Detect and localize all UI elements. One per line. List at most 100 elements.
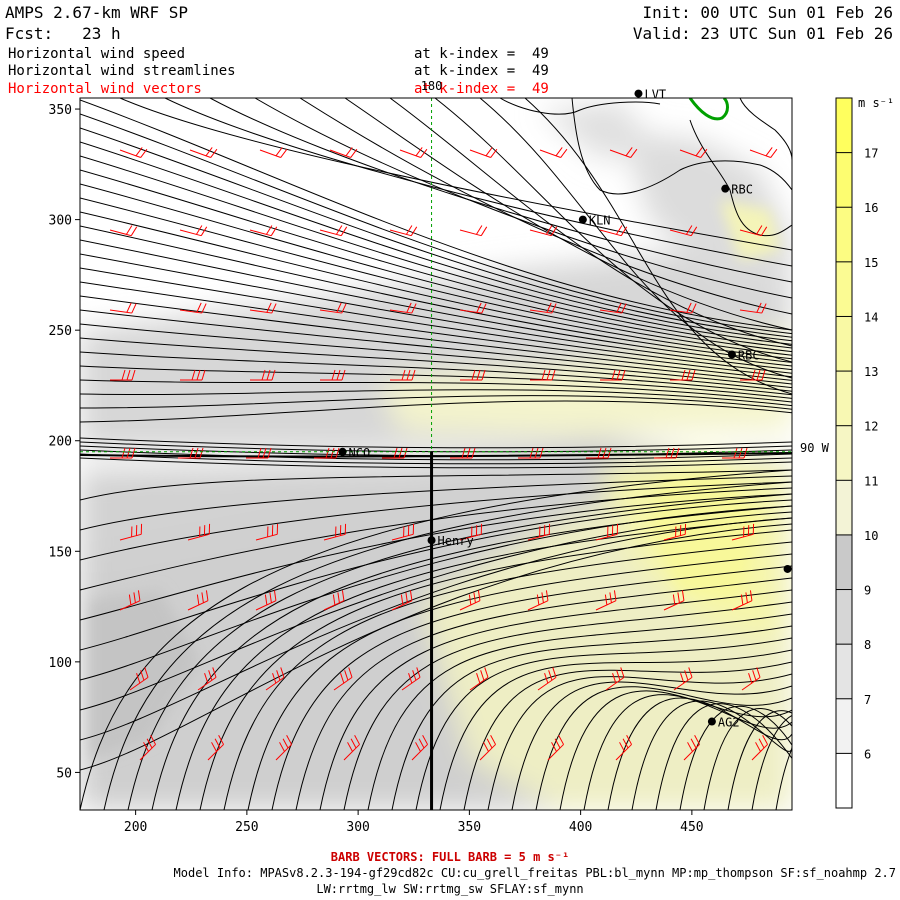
wind-barb [459,590,481,611]
wind-barb [530,369,556,381]
streamline [80,400,792,423]
wind-barb [459,302,487,314]
x-tick-label: 450 [680,820,703,835]
streamline [80,253,792,371]
wind-barb [343,735,360,761]
streamline [80,127,792,338]
colorbar-level-label: 10 [864,529,878,543]
station-marker [727,350,736,359]
streamline [299,98,792,315]
wind-barb [119,590,141,611]
colorbar-block [836,316,852,372]
wind-barb [265,667,285,691]
streamline [389,98,792,347]
wind-barb [663,590,685,611]
green-contour [688,98,729,121]
wind-barb [595,523,619,541]
streamline [254,98,792,299]
colorbar-unit: m s⁻¹ [858,96,894,110]
streamline [80,523,792,771]
colorbar: m s⁻¹ 6 7 8 9 10 11 12 13 14 15 16 17 [835,96,894,809]
station-label: AG2 [718,716,740,730]
wind-barb [547,735,564,761]
plot-frame [79,97,793,811]
streamline [80,225,792,363]
x-tick-label: 300 [346,820,369,835]
x-tick-label: 200 [124,820,147,835]
coastline-northeast [571,98,792,195]
wind-barb [401,667,421,691]
streamline [319,589,792,810]
wind-barb [459,523,483,541]
wind-barb [389,225,418,237]
station-marker [578,215,587,224]
field-name-wind-speed: Horizontal wind speed [8,46,185,62]
streamline [439,649,792,810]
streamline [344,98,792,331]
streamline [80,351,792,396]
station-label: RBC [731,183,753,197]
streamline [80,295,792,381]
streamline [80,323,792,389]
streamline [391,625,792,810]
streamline [80,517,792,741]
colorbar-block [836,644,852,699]
streamline [80,197,792,356]
wind-barb [731,590,753,611]
colorbar-level-label: 12 [864,420,878,434]
x-tick-label: 250 [235,820,258,835]
colorbar-level-label: 15 [864,256,878,270]
wind-barb [411,735,428,761]
streamline [80,449,792,461]
init-time: Init: 00 UTC Sun 01 Feb 26 [643,3,893,22]
wind-barb [382,447,408,459]
wind-barb [399,147,428,158]
wind-barb [539,147,568,158]
station-marker [338,447,347,456]
station-label: KLN [589,214,611,228]
wind-barb [615,735,632,761]
model-info-line-2: LW:rrtmg_lw SW:rrtmg_sw SFLAY:sf_mynn [316,882,583,896]
wind-barb [110,369,136,381]
streamline [559,690,792,810]
y-tick-label: 250 [49,324,72,339]
wind-barb [669,302,697,314]
wind-barb [741,667,761,691]
streamline [367,613,792,810]
wind-barb [119,523,143,541]
streamline [343,601,792,810]
field-level-streamlines: at k-index = 49 [414,63,549,79]
streamline [415,637,792,810]
colorbar-block [836,480,852,535]
streamline [80,457,792,469]
streamline [80,437,792,449]
y-tick-label: 350 [49,103,72,118]
wind-streamlines [80,98,792,810]
wind-barb [333,667,353,691]
colorbar-block [836,753,852,808]
wind-barb [180,369,206,381]
colorbar-block [836,207,852,262]
wind-barb [197,667,217,691]
wind-barb [450,447,476,459]
forecast-hour: Fcst: 23 h [5,24,121,43]
wind-barb [469,667,489,691]
wind-barb [323,523,347,541]
field-name-vectors: Horizontal wind vectors [8,81,202,97]
y-tick-label: 50 [56,766,72,781]
y-axis-ticks: 50 100 150 200 250 300 350 [49,103,80,781]
streamline [80,239,792,367]
station-label: RBC [738,348,760,362]
streamline [535,686,792,810]
meridian-label: 180 [421,79,443,93]
wind-barb [119,147,148,158]
streamline [703,708,792,810]
streamline [80,113,792,335]
colorbar-level-label: 6 [864,747,871,761]
wind-barb [527,590,549,611]
colorbar-frame [835,97,853,809]
streamline [80,211,792,360]
wind-barb [605,667,625,691]
wind-barb [586,447,612,459]
